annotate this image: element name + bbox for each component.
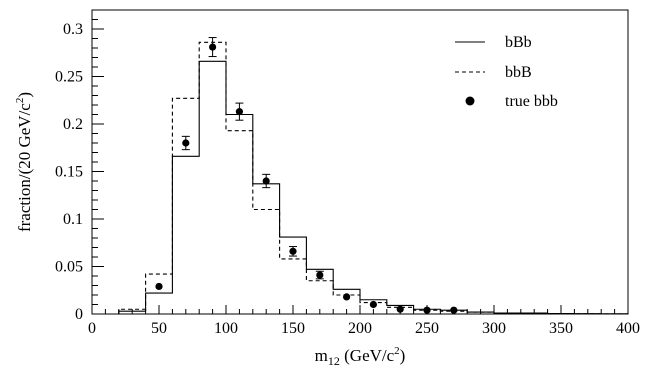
y-tick-label: 0.05: [55, 259, 83, 276]
x-tick-label: 0: [88, 320, 96, 337]
legend: bBb bbB true bbb: [455, 34, 558, 110]
x-tick-label: 150: [281, 320, 305, 337]
y-tick-label: 0.1: [63, 211, 83, 228]
data-point-true-bbb: [155, 282, 163, 291]
legend-label: bBb: [505, 34, 532, 51]
data-point-true-bbb: [369, 300, 377, 309]
series-group: [118, 37, 629, 315]
data-point-true-bbb: [396, 305, 404, 313]
y-axis-title-sup: 2: [14, 98, 26, 104]
data-point-true-bbb: [235, 108, 243, 116]
x-tick-label: 250: [415, 320, 439, 337]
y-axis-title-main: fraction/(20 GeV/c: [15, 103, 34, 232]
x-axis-title-unit-end: ): [400, 346, 406, 365]
x-axis-title-sub: 12: [328, 354, 340, 368]
x-axis-title-main: m: [315, 346, 328, 365]
y-axis-title: fraction/(20 GeV/c2): [14, 92, 34, 232]
axes-group: 0 50 100 150 200 250 300 350 400 0 0.05 0.1 0.15 0.2 0…: [55, 9, 640, 337]
data-point-true-bbb: [209, 43, 217, 51]
y-axis-title-end: ): [15, 92, 34, 98]
x-tick-label: 300: [482, 320, 506, 337]
data-point-true-bbb: [423, 306, 431, 314]
legend-label: true bbb: [505, 93, 558, 110]
data-point-true-bbb: [262, 177, 270, 185]
data-point-true-bbb: [450, 306, 458, 314]
y-tick-label: 0: [75, 306, 83, 323]
x-tick-label: 350: [549, 320, 573, 337]
x-tick-label: 50: [151, 320, 167, 337]
data-point-true-bbb: [289, 247, 297, 255]
x-axis-title-unit: (GeV/c: [340, 346, 395, 365]
x-axis-title: m12 (GeV/c2): [315, 345, 406, 368]
x-tick-label: 100: [214, 320, 238, 337]
legend-label: bbB: [505, 64, 532, 81]
x-axis-title-unit-sup: 2: [394, 345, 400, 357]
y-tick-label: 0.2: [63, 116, 83, 133]
y-tick-label: 0.15: [55, 164, 83, 181]
data-point-true-bbb: [316, 271, 324, 279]
x-tick-label: 200: [348, 320, 372, 337]
legend-marker-true-bbb: [465, 96, 475, 106]
y-tick-label: 0.3: [63, 21, 83, 38]
x-tick-label: 400: [616, 320, 640, 337]
data-point-true-bbb: [343, 293, 351, 301]
data-point-true-bbb: [182, 139, 190, 147]
y-tick-label: 0.25: [55, 69, 83, 86]
